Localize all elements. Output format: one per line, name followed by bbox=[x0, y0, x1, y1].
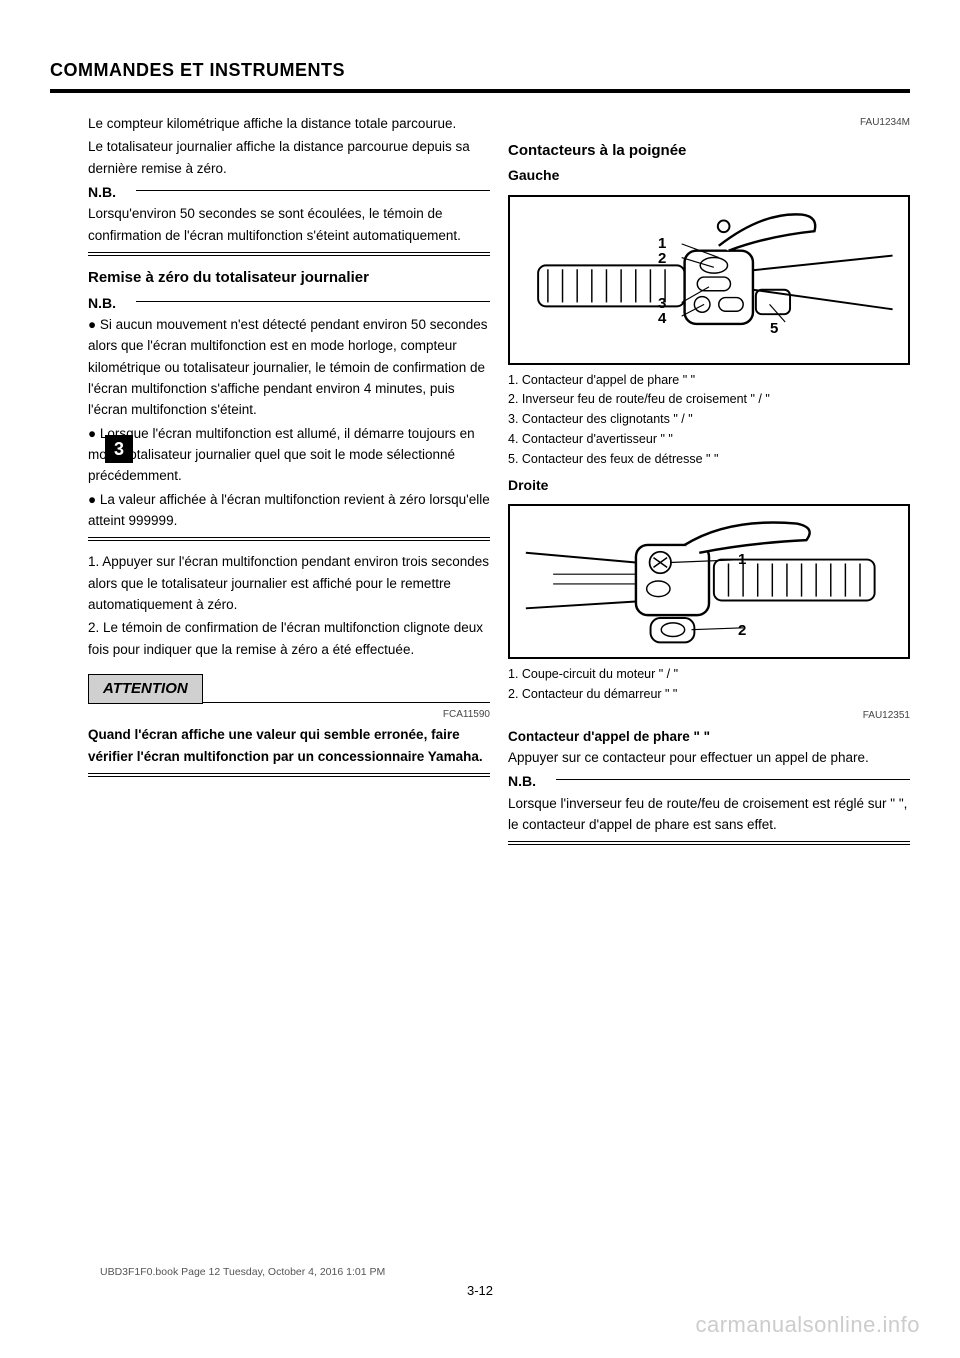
attention-block: ATTENTION FCA11590 bbox=[88, 662, 490, 722]
paragraph: Appuyer sur ce contacteur pour effectuer… bbox=[508, 747, 910, 768]
caption-item: 3. Contacteur des clignotants " / " bbox=[508, 410, 910, 429]
callout-4: 4 bbox=[658, 307, 666, 331]
caption-item: 2. Contacteur du démarreur " " bbox=[508, 685, 910, 704]
attention-label: ATTENTION bbox=[88, 674, 203, 704]
callout-2: 2 bbox=[658, 247, 666, 271]
left-column: Le compteur kilométrique affiche la dist… bbox=[50, 113, 490, 855]
figure-caption-list: 1. Coupe-circuit du moteur " / " 2. Cont… bbox=[508, 665, 910, 704]
paragraph: Le totalisateur journalier affiche la di… bbox=[88, 136, 490, 179]
code-ref: FCA11590 bbox=[88, 707, 490, 723]
nb-label: N.B. bbox=[88, 181, 116, 203]
step-text: 1. Appuyer sur l'écran multifonction pen… bbox=[88, 551, 490, 615]
caption-item: 5. Contacteur des feux de détresse " " bbox=[508, 450, 910, 469]
nb-list-item: ● Si aucun mouvement n'est détecté penda… bbox=[88, 314, 490, 421]
divider-rule bbox=[88, 773, 490, 777]
content-area: Le compteur kilométrique affiche la dist… bbox=[50, 113, 910, 855]
caption-item: 1. Contacteur d'appel de phare " " bbox=[508, 371, 910, 390]
divider-rule bbox=[88, 252, 490, 256]
section-heading: Remise à zéro du totalisateur journalier bbox=[88, 266, 490, 290]
code-ref: FAU1234M bbox=[508, 115, 910, 131]
handlebar-left-diagram bbox=[510, 197, 908, 363]
figure-right-handlebar: 1 2 bbox=[508, 504, 910, 659]
figure-left-handlebar: 1 2 3 4 5 bbox=[508, 195, 910, 365]
footer-filecode: UBD3F1F0.book Page 12 Tuesday, October 4… bbox=[100, 1266, 385, 1278]
caption-item: 2. Inverseur feu de route/feu de croisem… bbox=[508, 390, 910, 409]
chapter-tab: 3 bbox=[105, 435, 133, 463]
page-header: COMMANDES ET INSTRUMENTS bbox=[50, 60, 910, 93]
callout-5: 5 bbox=[770, 317, 778, 341]
nb-list-item: ● Lorsque l'écran multifonction est allu… bbox=[88, 423, 490, 487]
caption-item: 1. Coupe-circuit du moteur " / " bbox=[508, 665, 910, 684]
callout-2: 2 bbox=[738, 619, 746, 643]
callout-1: 1 bbox=[738, 548, 746, 572]
caption-item: 4. Contacteur d'avertisseur " " bbox=[508, 430, 910, 449]
paragraph: Le compteur kilométrique affiche la dist… bbox=[88, 113, 490, 134]
figure-title: Gauche bbox=[508, 164, 910, 186]
attention-text: Quand l'écran affiche une valeur qui sem… bbox=[88, 724, 490, 767]
nb-heading: N.B. bbox=[508, 770, 910, 792]
sub-heading: Contacteur d'appel de phare " " bbox=[508, 726, 910, 747]
nb-heading: N.B. bbox=[88, 181, 490, 203]
nb-text: Lorsque l'inverseur feu de route/feu de … bbox=[508, 793, 910, 836]
figure-caption-list: 1. Contacteur d'appel de phare " " 2. In… bbox=[508, 371, 910, 469]
watermark: carmanualsonline.info bbox=[695, 1312, 920, 1338]
nb-text: Lorsqu'environ 50 secondes se sont écoul… bbox=[88, 203, 490, 246]
nb-label: N.B. bbox=[88, 292, 116, 314]
figure-title: Droite bbox=[508, 474, 910, 496]
section-heading: Contacteurs à la poignée bbox=[508, 139, 910, 163]
right-column: FAU1234M Contacteurs à la poignée Gauche bbox=[508, 113, 910, 855]
divider-rule bbox=[508, 841, 910, 845]
handlebar-right-diagram bbox=[510, 506, 908, 657]
step-text: 2. Le témoin de confirmation de l'écran … bbox=[88, 617, 490, 660]
header-title: COMMANDES ET INSTRUMENTS bbox=[50, 60, 910, 81]
divider-rule bbox=[88, 537, 490, 541]
nb-heading: N.B. bbox=[88, 292, 490, 314]
nb-label: N.B. bbox=[508, 770, 536, 792]
code-ref: FAU12351 bbox=[508, 708, 910, 724]
nb-list-item: ● La valeur affichée à l'écran multifonc… bbox=[88, 489, 490, 532]
footer-page-number: 3-12 bbox=[0, 1283, 960, 1298]
